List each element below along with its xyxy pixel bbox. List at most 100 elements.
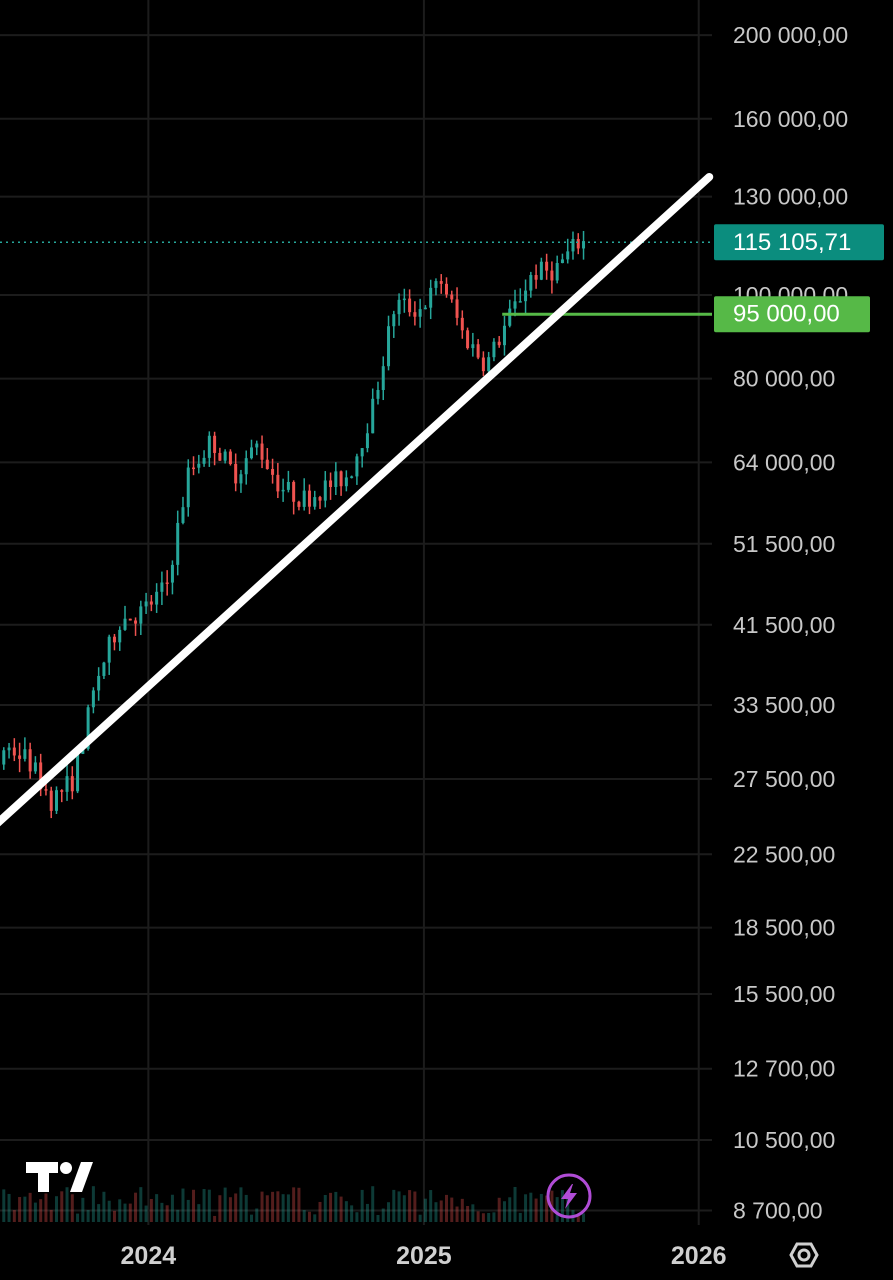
y-tick-label: 51 500,00 [733,531,835,557]
candle-body [582,241,586,249]
volume-bar [244,1194,248,1222]
candle-body [60,790,64,792]
candle-body [186,467,190,508]
volume-bar [439,1200,443,1222]
candle-body [360,448,364,457]
candle-body [371,398,375,434]
candle-body [413,312,417,317]
volume-bar [355,1212,359,1222]
x-tick-label-2025: 2025 [396,1242,452,1270]
volume-bar [576,1214,580,1222]
volume-bar [323,1194,327,1222]
volume-bar [276,1191,280,1222]
candle-body [387,326,391,367]
volume-bar [134,1192,138,1222]
candle-body [571,238,575,252]
candle-body [249,447,253,459]
volume-bar [128,1203,132,1222]
volume-bar [123,1203,127,1222]
candle-body [218,452,222,461]
candle-body [297,501,301,507]
volume-bar [539,1193,543,1222]
candle-body [7,747,11,751]
volume-bar [434,1202,438,1222]
candle-body [534,275,538,280]
volume-bar [65,1187,69,1222]
lightning-icon[interactable] [546,1173,592,1219]
candle-body [197,463,201,468]
volume-bar [239,1187,243,1222]
candle-body [271,468,275,475]
volume-bar [513,1186,517,1222]
candle-body [492,341,496,358]
volume-bar [265,1195,269,1222]
candle-body [466,330,470,349]
candle-body [339,471,343,487]
candle-body [97,675,101,691]
tradingview-logo [26,1162,93,1192]
candle-body [439,281,443,284]
volume-bar [429,1190,433,1222]
volume-bar [524,1194,528,1222]
candle-body [434,281,438,288]
volume-bar [218,1195,222,1222]
candle-body [418,309,422,317]
candle-body [397,299,401,315]
candle-body [365,433,369,449]
volume-bar [228,1197,232,1222]
volume-bar [271,1191,275,1222]
volume-bar [408,1190,412,1222]
volume-bar [23,1196,27,1222]
candle-body [255,443,259,448]
candle-body [65,776,69,792]
volume-bar [476,1211,480,1222]
level-label: 95 000,00 [733,301,840,328]
candle-body [134,620,138,624]
grid-vertical [147,0,700,1225]
y-tick-label: 27 500,00 [733,766,835,792]
volume-bar [81,1197,85,1222]
volume-bar [334,1191,338,1222]
candle-body [276,474,280,492]
y-tick-label: 8 700,00 [733,1198,823,1224]
level-badge-bg [714,296,870,333]
volume-bar [286,1194,290,1222]
y-tick-label: 80 000,00 [733,366,835,392]
volume-bar [376,1215,380,1222]
candle-body [497,341,501,346]
candle-body [155,591,159,605]
volume-bar [566,1193,570,1222]
volume-bar [181,1188,185,1222]
candle-body [28,749,32,772]
volume-bar [529,1192,533,1222]
volume-bar [418,1214,422,1222]
volume-bar [460,1198,464,1222]
candle-body [323,480,327,501]
y-tick-label: 22 500,00 [733,841,835,867]
candle-body [76,753,80,792]
candle-body [408,298,412,313]
candle-body [107,636,111,663]
trendline[interactable] [0,172,714,1040]
candle-body [481,357,485,372]
candle-body [423,307,427,310]
candle-body [545,261,549,271]
volume-bar [297,1187,301,1222]
y-tick-label: 130 000,00 [733,184,848,210]
candle-body [213,435,217,453]
volume-bar [249,1214,253,1222]
volume-bars [2,1186,586,1222]
volume-bar [18,1197,22,1222]
candle-body [33,762,37,772]
candle-body [302,490,306,507]
y-tick-label: 64 000,00 [733,449,835,475]
settings-hexagon-icon[interactable] [789,1242,819,1268]
volume-bar [339,1196,343,1222]
volume-bar [139,1187,143,1222]
volume-bar [502,1201,506,1222]
volume-bar [302,1210,306,1222]
last-price-label: 115 105,71 [733,229,851,256]
volume-bar [213,1215,217,1222]
